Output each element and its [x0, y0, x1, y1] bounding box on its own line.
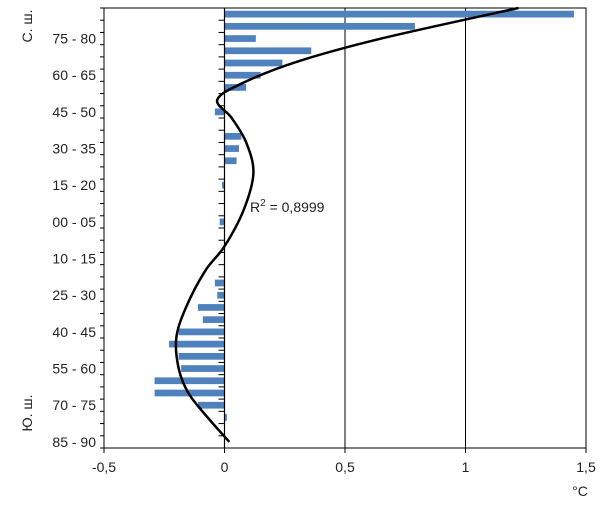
bar [224, 10, 574, 18]
bar [224, 59, 283, 67]
y-tick-label: 30 - 35 [52, 141, 96, 157]
bar [224, 71, 261, 79]
bar-layer [154, 10, 574, 421]
y-tick-label: 55 - 60 [52, 361, 96, 377]
bar [224, 414, 227, 421]
y-tick-label: 10 - 15 [52, 251, 96, 267]
y-tick-label: 25 - 30 [52, 287, 96, 303]
bar [219, 218, 225, 226]
bar [178, 328, 225, 336]
axis-layer [100, 7, 587, 453]
north-hemisphere-label: С. ш. [19, 9, 35, 42]
bar [224, 157, 237, 165]
x-tick-label: 1 [462, 459, 470, 475]
x-tick-label: 1,5 [576, 459, 596, 475]
bar [224, 132, 242, 140]
y-tick-label: 75 - 80 [52, 31, 96, 47]
bar [214, 108, 225, 116]
label-layer: -0,5 0 0,5 1 1,5 °C 75 - 80 60 - 65 45 - 50 30 - … [19, 9, 596, 499]
trend-curve [174, 6, 519, 443]
r-squared-label: R2 = 0,8999 [250, 198, 325, 215]
y-tick-label: 15 - 20 [52, 177, 96, 193]
y-tick-label: 40 - 45 [52, 324, 96, 340]
south-hemisphere-label: Ю. ш. [19, 394, 35, 431]
x-tick-label: -0,5 [92, 459, 116, 475]
bar [197, 304, 225, 311]
bar [224, 145, 239, 152]
bar [202, 316, 225, 324]
y-tick-label: 45 - 50 [52, 104, 96, 120]
x-tick-label: 0,5 [335, 459, 355, 475]
bar [224, 22, 415, 30]
y-tick-label: 85 - 90 [52, 434, 96, 450]
bar [154, 377, 225, 385]
bar [217, 291, 225, 299]
y-tick-label: 00 - 05 [52, 214, 96, 230]
bar [197, 401, 225, 409]
bar [222, 181, 225, 189]
x-tick-label: 0 [221, 459, 229, 475]
bar [181, 365, 225, 372]
x-unit-label: °C [572, 483, 588, 499]
y-tick-label: 60 - 65 [52, 67, 96, 83]
bar [169, 340, 225, 348]
bar [224, 47, 312, 55]
y-tick-label: 70 - 75 [52, 397, 96, 413]
grid-layer [344, 8, 587, 448]
trend-layer [174, 6, 519, 443]
bar [214, 279, 225, 287]
bar [178, 352, 225, 360]
bar [224, 35, 256, 42]
